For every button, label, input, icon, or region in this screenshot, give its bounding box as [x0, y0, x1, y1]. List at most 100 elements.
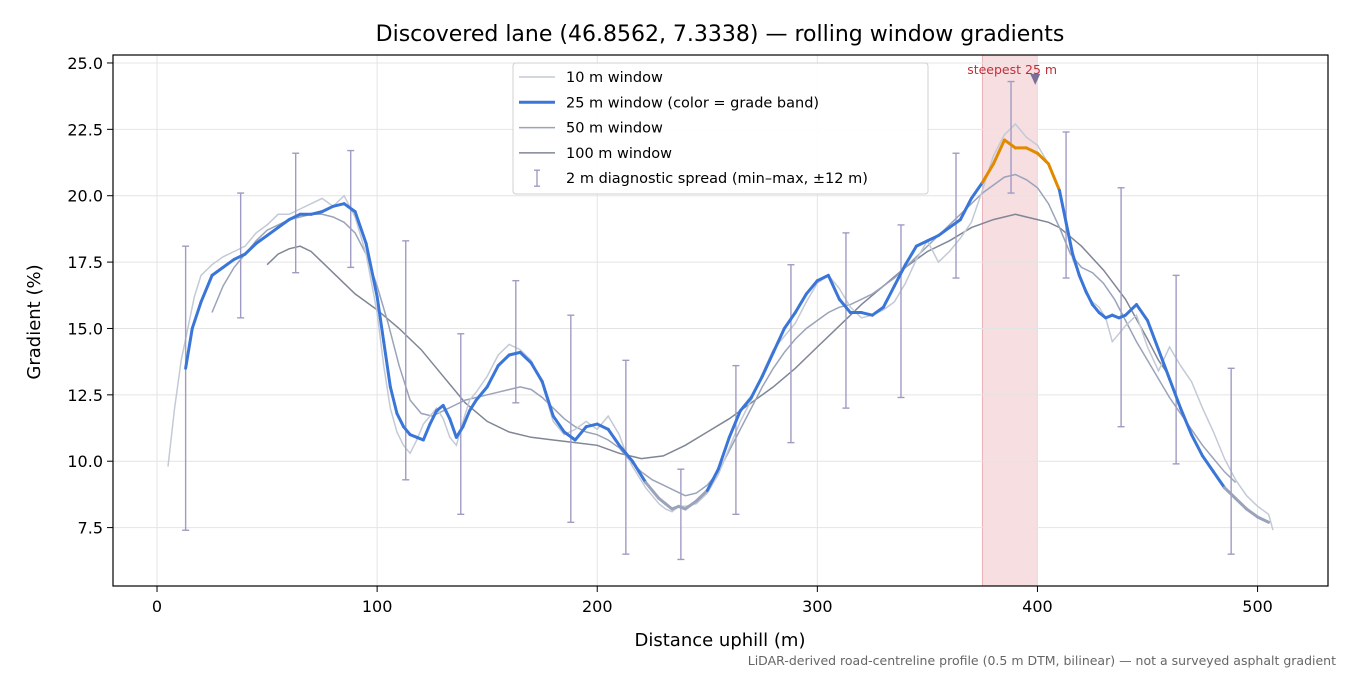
series-line-25m-segment [232, 252, 247, 261]
series-line-25m-segment [727, 409, 742, 439]
steepest-marker [1030, 73, 1041, 85]
legend-item-50m-label: 50 m window [566, 121, 663, 137]
series-line-25m-segment [881, 284, 896, 309]
series-line-25m-segment [1046, 162, 1061, 192]
series-line-25m-segment [1071, 252, 1081, 277]
series-line-25m-segment [771, 326, 786, 354]
series-line-25m-segment [624, 451, 634, 463]
series-line-25m-segment [562, 430, 577, 442]
series-line-25m-segment [595, 422, 610, 431]
series-line-25m-segment [683, 499, 698, 511]
series-line-25m-segment [375, 295, 386, 344]
series-line-25m-segment [1157, 348, 1172, 381]
series-line-25m-segment [485, 364, 500, 389]
series-line-25m-segment [980, 162, 995, 184]
series-line-25m-segment [364, 242, 379, 299]
y-tick-label: 15.0 [67, 319, 103, 338]
series-line-25m-segment [1035, 151, 1050, 166]
series-line-25m-segment [793, 292, 808, 315]
legend-item-10m-label: 10 m window [566, 70, 663, 86]
series-line-25m-segment [184, 326, 194, 370]
steepest-label: steepest 25 m [967, 62, 1057, 77]
legend-box [512, 62, 929, 195]
series-line-25m-segment [1090, 303, 1101, 315]
x-tick-label: 0 [152, 597, 162, 616]
series-line-25m-segment [914, 239, 929, 248]
series-line-25m-segment [1212, 470, 1227, 490]
series-line-25m-segment [892, 263, 907, 288]
series-line-25m-segment [749, 374, 764, 399]
series-line-25m-segment [1201, 454, 1216, 474]
series-line-25m-segment [705, 467, 720, 492]
footnote: LiDAR-derived road-centreline profile (0… [748, 653, 1336, 668]
series-line-25m-segment [441, 403, 452, 421]
series-line-25m-segment [991, 138, 1006, 166]
series-line-25m-segment [606, 427, 621, 447]
series-line-25m-segment [870, 305, 885, 317]
legend-item-25m-label: 25 m window (color = grade band) [566, 95, 819, 111]
series-line-25m-segment [630, 459, 641, 474]
series-line-25m-segment [221, 257, 236, 269]
series-line-25m-segment [507, 350, 522, 357]
plot-area: steepest 25 m 0 100 200 300 400 500 7.5 10.0 12.5… [67, 54, 1329, 616]
series-line-50m [211, 173, 1237, 497]
series-line-100m [266, 213, 1171, 460]
series-line-25m-segment [936, 226, 951, 238]
series-line-25m-segment [1223, 486, 1238, 500]
series-line-25m-segment [716, 435, 731, 471]
series-line-25m-segment [1256, 515, 1271, 524]
y-tick-label: 12.5 [67, 386, 103, 405]
series-line-25m-segment [243, 242, 258, 256]
series-line-25m-segment [694, 488, 709, 503]
series-line-25m-segment [1124, 303, 1139, 317]
series-line-25m-segment [474, 385, 489, 402]
series-line-25m-segment [468, 398, 478, 413]
series-line-25m-segment [428, 409, 439, 426]
legend-item-errorbar-label: 2 m diagnostic spread (min–max, ±12 m) [566, 171, 868, 187]
series-line-25m-segment [1146, 319, 1161, 352]
series-line-25m-segment [738, 395, 753, 413]
series-line-25m-segment [309, 210, 324, 216]
series-line-25m-segment [782, 311, 797, 330]
series-line-25m-segment [617, 443, 628, 455]
series-line-25m-segment [454, 425, 465, 439]
y-tick-label: 20.0 [67, 187, 103, 206]
chart-title: Discovered lane (46.8562, 7.3338) — roll… [376, 22, 1065, 47]
series-line-25m-segment [529, 361, 544, 384]
series-line-25m-segment [276, 218, 291, 230]
series-line-25m-segment [1002, 138, 1017, 150]
series-line-25m-segment [421, 422, 432, 442]
series-line-25m-segment [342, 202, 357, 214]
series-line-25m-segment [388, 385, 399, 415]
series-line-25m-segment [804, 279, 819, 296]
series-line-25m-segment [859, 311, 874, 317]
series-line-25m-segment [265, 226, 280, 238]
series-line-25m-segment [1168, 377, 1183, 410]
series-line-25m-segment [496, 353, 511, 368]
series-line-25m-segment [402, 425, 412, 437]
series-line-25m-segment [925, 234, 940, 243]
x-tick-label: 400 [1022, 597, 1053, 616]
legend: 10 m window 25 m window (color = grade ba… [512, 62, 929, 195]
series-line-25m-segment [461, 409, 472, 429]
steepest-span-band [981, 54, 1038, 587]
series-line-25m-segment [551, 414, 566, 434]
series-line-25m-segment [1024, 146, 1039, 155]
series-line-25m-segment [254, 234, 269, 246]
series-line-25m-segment [1084, 289, 1094, 307]
y-tick-label: 25.0 [67, 54, 103, 73]
series-line-25m-segment [573, 425, 588, 442]
series-line-25m-segment [1057, 188, 1068, 224]
series-line-25m-segment [760, 350, 775, 378]
series-line-25m-segment [644, 480, 654, 492]
x-tick-label: 500 [1242, 597, 1273, 616]
series-line-25m-segment [637, 470, 648, 484]
series-line-25m-segment [1190, 433, 1205, 458]
series-line-25m-segment [1245, 507, 1260, 519]
x-tick-label: 300 [802, 597, 833, 616]
series-line-25m-segment [969, 180, 984, 200]
series-line-25m-segment [353, 210, 368, 246]
x-tick-label: 100 [362, 597, 393, 616]
series-line-25m-segment [320, 204, 335, 214]
